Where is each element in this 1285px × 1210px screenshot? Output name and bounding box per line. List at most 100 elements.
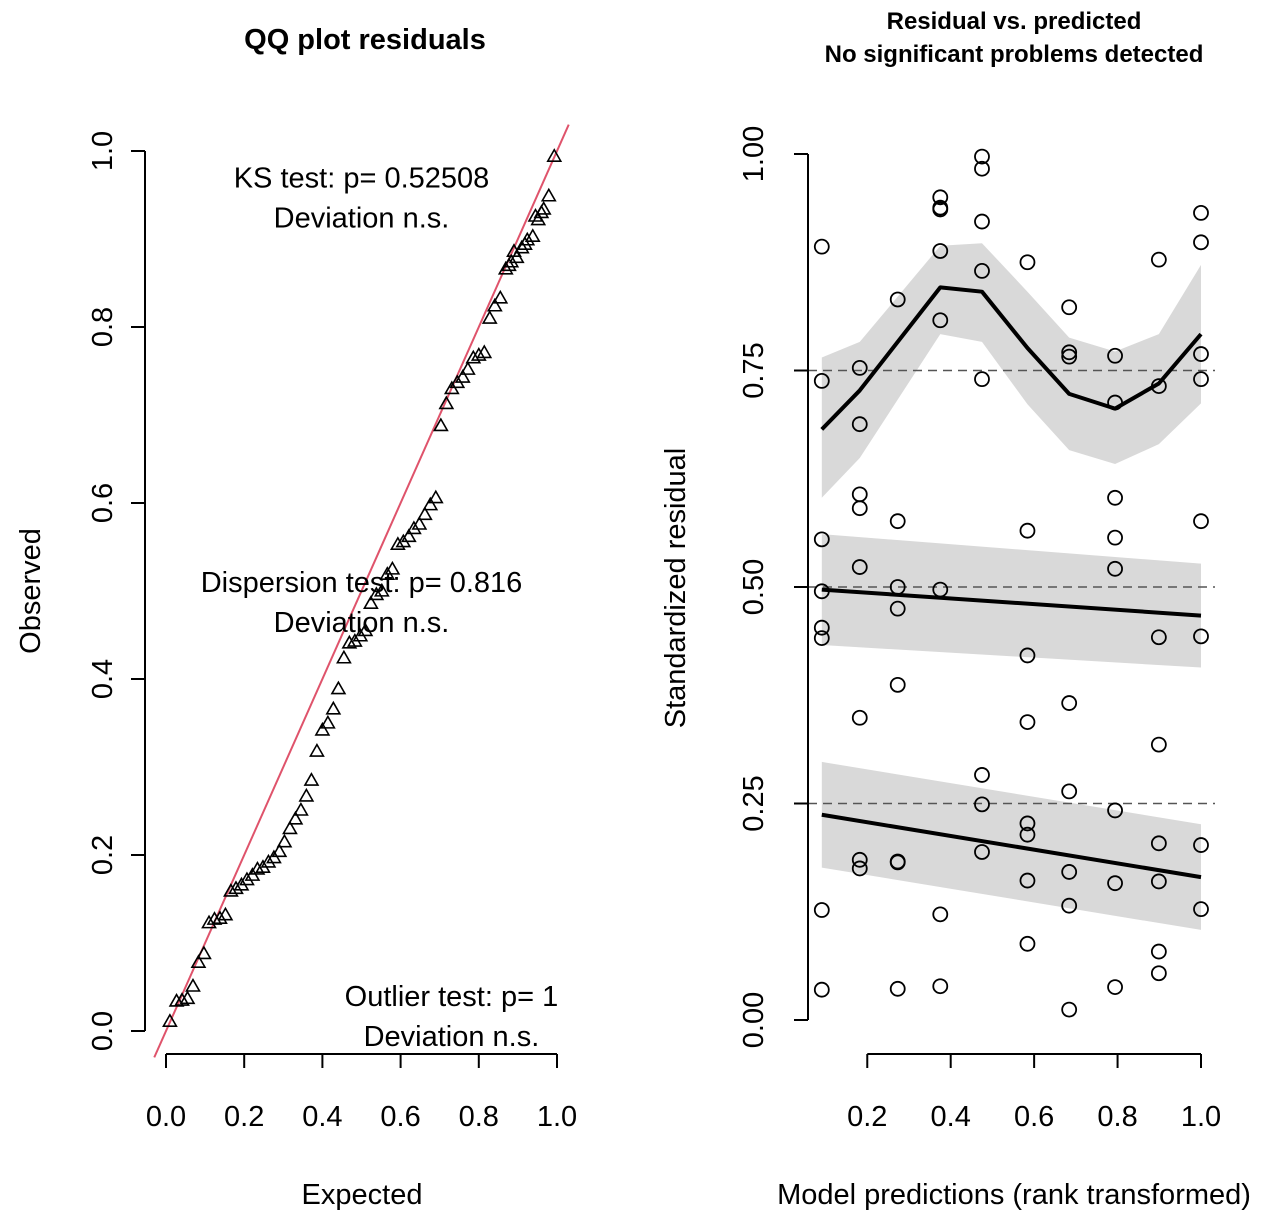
rp-point: [1061, 344, 1078, 361]
rp-quantile-fit-line: [821, 812, 1202, 880]
qq-y-tick-label: 0.0: [87, 1011, 119, 1051]
qq-annotation-text: Deviation n.s.: [274, 607, 450, 639]
qq-point: [271, 843, 288, 858]
qq-point: [481, 310, 498, 324]
rp-point: [851, 486, 868, 503]
qq-annotation-text: Outlier test: p= 1: [345, 981, 559, 1013]
rp-point: [1019, 522, 1036, 539]
rp-point: [1061, 864, 1078, 880]
rp-point: [813, 630, 830, 646]
rp-point: [1061, 783, 1078, 800]
rp-point: [889, 980, 906, 997]
rp-point: [932, 189, 949, 206]
qq-point: [287, 810, 304, 825]
rp-point: [1107, 802, 1123, 819]
rp-point: [1150, 965, 1167, 982]
qq-point: [190, 954, 207, 969]
rp-point: [1107, 560, 1123, 577]
rp-x-tick-label: 0.6: [1014, 1101, 1054, 1133]
qq-point: [325, 700, 342, 715]
rp-point: [889, 291, 906, 308]
rp-y-tick-label: 0.00: [738, 992, 770, 1048]
rp-point: [1019, 714, 1036, 730]
rp-point: [851, 709, 868, 726]
qq-point: [201, 914, 217, 929]
rp-point: [813, 238, 830, 255]
qq-point: [314, 721, 331, 736]
rp-point: [1061, 1001, 1078, 1018]
qq-y-tick-label: 0.4: [87, 659, 119, 699]
qq-reference-line: [153, 124, 570, 1058]
rp-y-tick-label: 0.25: [738, 775, 770, 831]
rp-point: [1150, 835, 1167, 852]
qq-point: [497, 260, 514, 275]
rp-point: [974, 844, 990, 860]
rp-point: [974, 371, 990, 388]
qq-point: [476, 344, 493, 359]
qq-x-tick-label: 0.2: [224, 1101, 264, 1133]
rp-point: [1061, 897, 1078, 914]
qq-point: [206, 911, 223, 925]
qq-point: [427, 489, 444, 504]
qq-point: [185, 978, 201, 992]
rp-point: [932, 312, 949, 329]
rp-point: [1061, 348, 1078, 365]
rp-point: [1193, 346, 1209, 362]
qq-point: [384, 560, 401, 575]
rp-point: [974, 148, 990, 165]
rp-y-tick-label: 0.75: [738, 342, 770, 398]
qq-point: [330, 680, 347, 695]
rp-point: [889, 600, 906, 617]
rp-point: [1107, 875, 1123, 892]
qq-point: [492, 289, 509, 304]
qq-annotation-text: KS test: p= 0.52508: [234, 162, 490, 194]
qq-x-tick-label: 0.4: [302, 1101, 342, 1133]
qq-point: [357, 622, 374, 637]
rp-point: [813, 981, 830, 998]
rp-point: [974, 767, 990, 783]
qq-x-tick-label: 0.6: [380, 1101, 420, 1133]
qq-axes: 0.0 0.2 0.4 0.6 0.8 1.0 0.0 0.2 0.4 0.6 0.8 1.0: [87, 131, 577, 1133]
rp-x-tick-label: 0.4: [931, 1101, 971, 1133]
rp-point: [851, 860, 868, 877]
qq-point: [228, 880, 244, 895]
rp-point: [1193, 901, 1209, 918]
rp-point: [813, 372, 830, 389]
rp-point: [1019, 826, 1036, 843]
rp-point: [851, 500, 868, 517]
rp-point: [1150, 378, 1167, 394]
rp-point: [1150, 629, 1167, 646]
qq-point: [293, 802, 309, 816]
qq-annotation-text: Dispersion test: p= 0.816: [201, 567, 523, 599]
rp-point: [813, 583, 830, 600]
qq-point: [368, 586, 385, 601]
qq-y-tick-label: 1.0: [87, 131, 119, 171]
rp-point: [974, 796, 990, 813]
qq-test-annotations: KS test: p= 0.52508 Deviation n.s. Dispers…: [201, 162, 559, 1052]
rp-quantile-fit-line: [821, 587, 1202, 618]
qq-point: [309, 743, 325, 757]
qq-point: [470, 347, 487, 361]
rp-x-tick-label: 1.0: [1181, 1101, 1221, 1133]
qq-point: [527, 208, 544, 222]
qq-x-tick-label: 0.0: [146, 1101, 186, 1133]
rp-point: [1061, 695, 1078, 711]
qq-point: [162, 1013, 178, 1027]
qq-point: [454, 369, 471, 383]
qq-point: [546, 148, 563, 162]
qq-point: [533, 204, 550, 219]
qq-point: [276, 833, 293, 848]
rp-point: [1107, 979, 1123, 995]
qq-point: [400, 528, 417, 543]
qq-point: [303, 772, 320, 786]
qq-point: [501, 257, 517, 272]
qq-y-tick-label: 0.2: [87, 835, 119, 875]
rp-axes: 0.00 0.25 0.50 0.75 1.00 0.2 0.4 0.6 0.8 1.0: [738, 126, 1221, 1133]
qq-annotation-text: Deviation n.s.: [364, 1021, 540, 1053]
rp-point: [889, 513, 906, 530]
rp-point: [1193, 234, 1209, 251]
qq-y-tick-label: 0.6: [87, 483, 119, 523]
qq-points: [162, 148, 563, 1027]
qq-point: [411, 516, 428, 530]
rp-y-axis-label: Standardized residual: [660, 448, 692, 729]
